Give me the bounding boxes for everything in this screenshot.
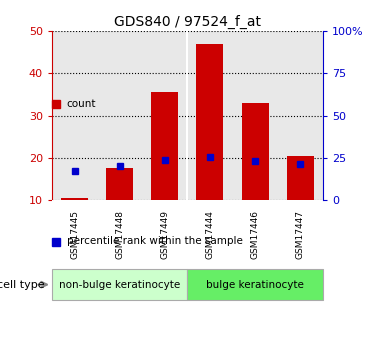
Bar xyxy=(61,198,88,200)
Title: GDS840 / 97524_f_at: GDS840 / 97524_f_at xyxy=(114,14,261,29)
Text: percentile rank within the sample: percentile rank within the sample xyxy=(67,237,243,246)
Bar xyxy=(242,103,269,200)
Bar xyxy=(287,156,314,200)
Text: GSM17446: GSM17446 xyxy=(250,210,260,259)
Bar xyxy=(151,92,178,200)
Bar xyxy=(52,269,187,300)
Text: cell type: cell type xyxy=(0,280,45,289)
Bar xyxy=(196,44,223,200)
Bar xyxy=(187,269,323,300)
Text: GSM17449: GSM17449 xyxy=(160,210,169,259)
Text: GSM17448: GSM17448 xyxy=(115,210,124,259)
Text: count: count xyxy=(67,99,96,108)
Text: GSM17445: GSM17445 xyxy=(70,210,79,259)
Text: GSM17447: GSM17447 xyxy=(296,210,305,259)
Text: GSM17444: GSM17444 xyxy=(206,210,214,259)
Text: bulge keratinocyte: bulge keratinocyte xyxy=(206,280,304,289)
Bar xyxy=(106,168,133,200)
Text: non-bulge keratinocyte: non-bulge keratinocyte xyxy=(59,280,180,289)
